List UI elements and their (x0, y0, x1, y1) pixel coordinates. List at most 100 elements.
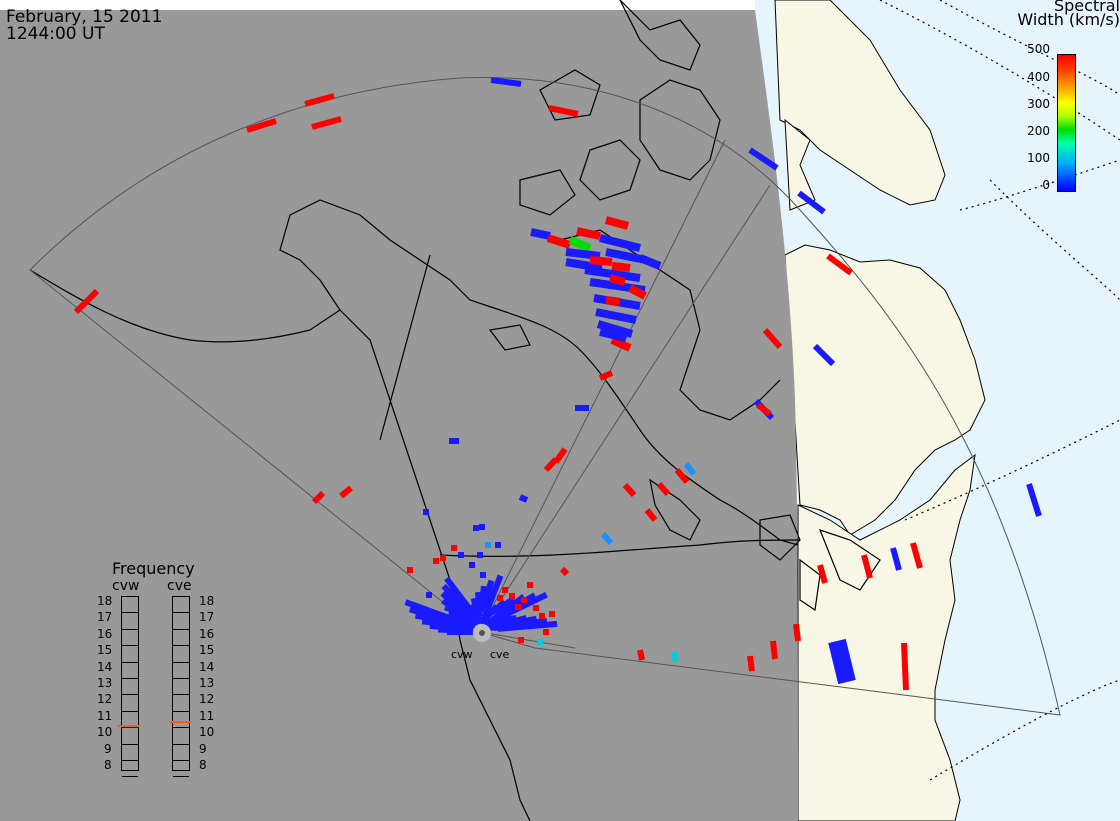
frequency-level-label: 12 (199, 692, 215, 707)
echo-marker (747, 655, 755, 672)
frequency-level-label: 8 (104, 758, 112, 772)
colorbar-tick: 300 (1027, 97, 1050, 111)
echo-marker (559, 566, 570, 577)
frequency-level-label: 17 (97, 610, 113, 625)
frequency-cell (173, 712, 189, 729)
echo-marker (762, 328, 783, 349)
echo-marker (589, 256, 613, 266)
frequency-cell (173, 663, 189, 679)
echo-marker (671, 651, 679, 663)
frequency-cell (122, 613, 138, 630)
frequency-cell (122, 679, 138, 696)
echo-marker (608, 274, 627, 286)
echo-marker (565, 248, 601, 260)
echo-marker (576, 227, 601, 240)
echo-marker (565, 258, 603, 272)
frequency-level-label: 18 (199, 594, 215, 608)
echo-marker (656, 481, 671, 497)
echo-marker (304, 93, 335, 107)
echo-marker (599, 234, 641, 252)
echo-marker (901, 642, 909, 691)
echo-marker (73, 288, 100, 315)
echo-marker (553, 447, 568, 464)
time-label: 1244:00 UT (6, 24, 105, 44)
frequency-bar-cvw (121, 596, 139, 778)
frequency-cell (122, 712, 138, 729)
echo-marker (441, 583, 476, 620)
date-label: February, 15 2011 (6, 7, 163, 27)
echo-marker (628, 284, 647, 300)
colorbar-title: Spectral (1053, 0, 1120, 15)
echo-marker (605, 296, 621, 306)
frequency-level-label: 13 (199, 676, 215, 690)
site-label-cve: cve (490, 648, 510, 661)
frequency-cell (173, 695, 189, 712)
frequency-level-label: 10 (199, 725, 215, 740)
colorbar-tick: 500 (1027, 42, 1050, 56)
frequency-cell (122, 597, 138, 614)
echo-marker (622, 482, 637, 498)
colorbar-units: Width (km/s) (1017, 10, 1120, 29)
frequency-cell (173, 728, 189, 745)
frequency-cell (173, 597, 189, 614)
coastlines (29, 0, 881, 821)
echo-marker (599, 328, 627, 342)
latitude-grid (879, 0, 1120, 781)
echo-marker (584, 266, 641, 282)
echo-marker (444, 576, 476, 616)
echo-marker (637, 649, 645, 661)
echo-marker (828, 638, 856, 685)
frequency-level-label: 13 (97, 676, 113, 690)
echo-marker (530, 228, 551, 240)
echo-marker (826, 253, 853, 276)
borders (379, 254, 801, 557)
echo-marker (812, 343, 836, 367)
frequency-cell (122, 745, 138, 761)
echo-marker (568, 236, 592, 252)
echo-marker (605, 248, 647, 264)
frequency-level-label: 16 (199, 626, 215, 641)
frequency-level-label: 9 (199, 741, 207, 756)
echo-marker (644, 508, 658, 522)
echo-marker (548, 105, 579, 117)
night-region (0, 10, 798, 821)
frequency-cell (122, 646, 138, 663)
echo-marker (497, 620, 558, 632)
echo-marker (861, 554, 873, 579)
frequency-level-label: 15 (97, 643, 113, 658)
echo-marker (1026, 483, 1042, 517)
frequency-cell (122, 695, 138, 712)
echo-marker (817, 564, 828, 584)
echo-marker (683, 462, 697, 476)
frequency-title: Frequency (112, 559, 195, 578)
echo-marker (246, 118, 277, 133)
spectral-width-colorbar (1057, 54, 1076, 192)
frequency-level-label: 16 (97, 626, 113, 641)
frequency-level-label: 12 (97, 692, 113, 707)
echo-marker (756, 402, 772, 417)
frequency-indicator-cvw (117, 724, 139, 727)
echo-marker (910, 542, 923, 569)
frequency-level-label: 8 (199, 758, 207, 772)
frequency-cell (122, 663, 138, 679)
colorbar-tick: 200 (1027, 124, 1050, 138)
colorbar-tick: 100 (1027, 151, 1050, 165)
echo-marker (339, 485, 353, 499)
frequency-cell (173, 761, 189, 778)
day-land-hudson-east (784, 118, 816, 211)
echo-marker (546, 234, 572, 249)
colorbar-tick: 0 (1042, 178, 1050, 192)
frequency-cell (173, 646, 189, 663)
radar-fov (29, 77, 1061, 716)
frequency-cell (122, 630, 138, 647)
echo-marker (490, 77, 522, 87)
frequency-level-label: 9 (104, 741, 112, 756)
frequency-level-label: 17 (199, 610, 215, 625)
site-label-cvw: cvw (451, 648, 473, 661)
echo-marker (598, 370, 614, 381)
echo-marker (890, 547, 902, 571)
echo-marker (797, 190, 826, 215)
echo-marker (793, 623, 801, 642)
echo-marker (638, 254, 662, 270)
echo-marker (518, 494, 529, 503)
